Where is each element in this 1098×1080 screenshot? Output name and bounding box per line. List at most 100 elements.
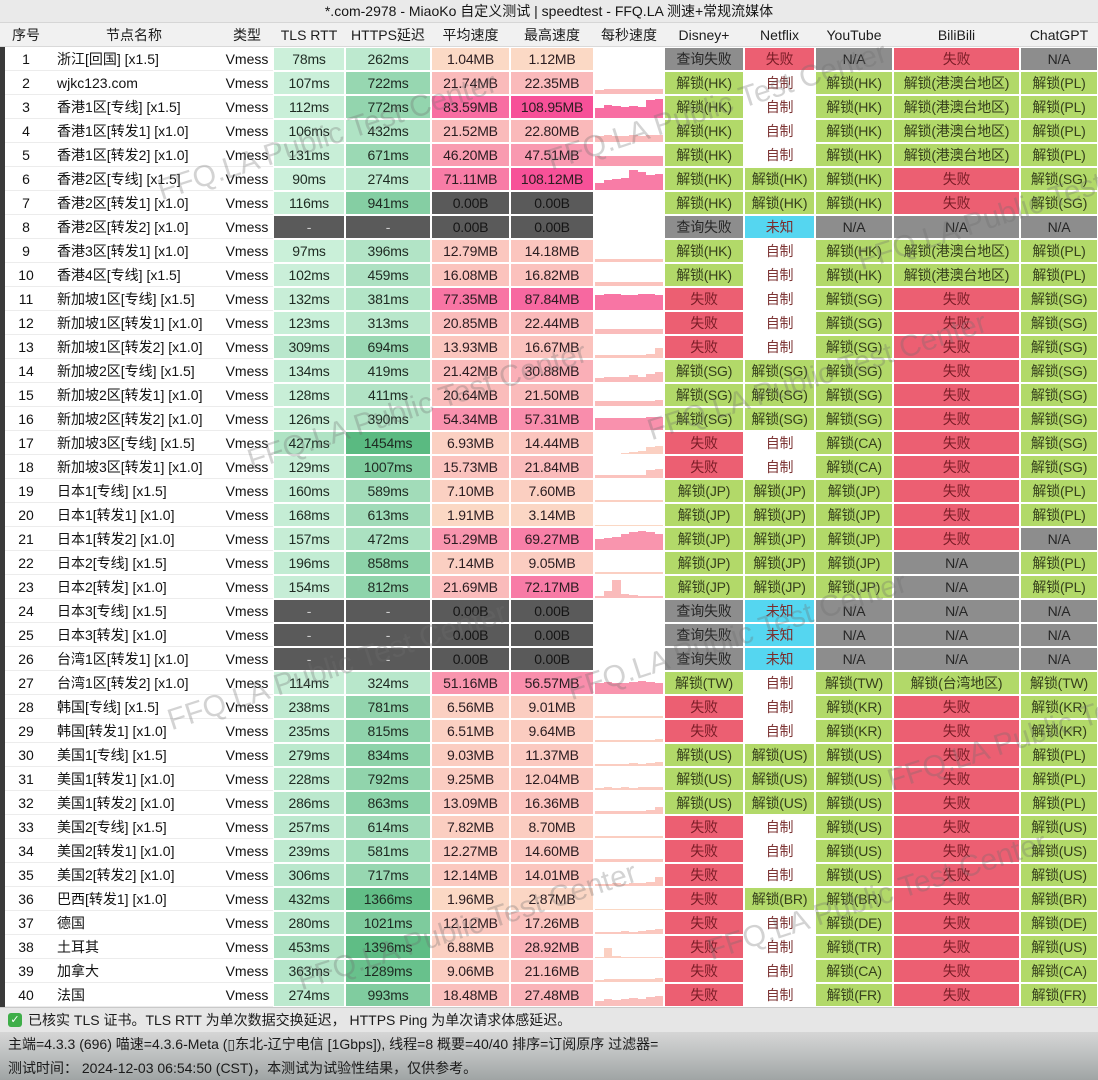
cell-youtube: 解锁(HK) (816, 264, 892, 286)
cell-youtube: 解锁(KR) (816, 720, 892, 742)
table-row: 32 美国1[转发2] [x1.0] Vmess 286ms 863ms 13.09MB 1… (5, 791, 1098, 815)
cell-type: Vmess (221, 239, 273, 263)
cell-netflix: 解锁(JP) (745, 528, 814, 550)
speed-graph (595, 144, 663, 166)
table-row: 31 美国1[转发1] [x1.0] Vmess 228ms 792ms 9.25MB 12… (5, 767, 1098, 791)
cell-max-speed: 9.05MB (511, 552, 593, 574)
cell-max-speed: 16.82MB (511, 264, 593, 286)
cell-netflix: 未知 (745, 624, 814, 646)
cell-index: 21 (5, 527, 47, 551)
cell-avg-speed: 1.04MB (432, 48, 509, 70)
cell-chatgpt: 解锁(SG) (1021, 336, 1097, 358)
cell-bilibili: 失败 (894, 864, 1019, 886)
cell-tls-rtt: 432ms (274, 888, 344, 910)
cell-disney: 解锁(JP) (665, 528, 743, 550)
table-row: 9 香港3区[转发1] [x1.0] Vmess 97ms 396ms 12.79MB 14… (5, 239, 1098, 263)
cell-tls-rtt: 286ms (274, 792, 344, 814)
cell-chatgpt: 解锁(SG) (1021, 360, 1097, 382)
cell-index: 14 (5, 359, 47, 383)
cell-avg-speed: 15.73MB (432, 456, 509, 478)
speed-graph (595, 120, 663, 142)
cell-avg-speed: 1.91MB (432, 504, 509, 526)
table-row: 28 韩国[专线] [x1.5] Vmess 238ms 781ms 6.56MB 9.01… (5, 695, 1098, 719)
cell-https-latency: 863ms (346, 792, 430, 814)
cell-type: Vmess (221, 863, 273, 887)
cell-netflix: 自制 (745, 672, 814, 694)
cell-node-name: 新加坡1区[专线] [x1.5] (47, 287, 221, 311)
cell-bilibili: 失败 (894, 48, 1019, 70)
cell-youtube: 解锁(US) (816, 864, 892, 886)
cell-index: 9 (5, 239, 47, 263)
cell-chatgpt: 解锁(CA) (1021, 960, 1097, 982)
cell-tls-rtt: 257ms (274, 816, 344, 838)
cell-chatgpt: 解锁(PL) (1021, 552, 1097, 574)
cell-tls-rtt: 235ms (274, 720, 344, 742)
cell-type: Vmess (221, 287, 273, 311)
cell-type: Vmess (221, 47, 273, 71)
cell-max-speed: 12.04MB (511, 768, 593, 790)
cell-chatgpt: 解锁(PL) (1021, 264, 1097, 286)
table-row: 14 新加坡2区[专线] [x1.5] Vmess 134ms 419ms 21.42MB… (5, 359, 1098, 383)
cell-index: 18 (5, 455, 47, 479)
cell-type: Vmess (221, 719, 273, 743)
cell-netflix: 解锁(HK) (745, 192, 814, 214)
cell-type: Vmess (221, 647, 273, 671)
cell-avg-speed: 9.25MB (432, 768, 509, 790)
cell-youtube: N/A (816, 624, 892, 646)
cell-tls-rtt: - (274, 216, 344, 238)
cell-index: 26 (5, 647, 47, 671)
cell-bilibili: 失败 (894, 888, 1019, 910)
cell-tls-rtt: 129ms (274, 456, 344, 478)
cell-chatgpt: 解锁(PL) (1021, 144, 1097, 166)
table-row: 38 土耳其 Vmess 453ms 1396ms 6.88MB 28.92MB 失败 自制 解锁… (5, 935, 1098, 959)
cell-index: 3 (5, 95, 47, 119)
cell-disney: 失败 (665, 456, 743, 478)
cell-bilibili: 失败 (894, 816, 1019, 838)
speed-graph (595, 312, 663, 334)
cell-index: 35 (5, 863, 47, 887)
cell-chatgpt: 解锁(PL) (1021, 480, 1097, 502)
cell-bilibili: N/A (894, 600, 1019, 622)
cell-chatgpt: 解锁(US) (1021, 936, 1097, 958)
cell-https-latency: 1021ms (346, 912, 430, 934)
cell-node-name: 日本2[转发] [x1.0] (47, 575, 221, 599)
cell-disney: 解锁(HK) (665, 192, 743, 214)
cell-disney: 失败 (665, 936, 743, 958)
cell-https-latency: 381ms (346, 288, 430, 310)
cell-max-speed: 22.35MB (511, 72, 593, 94)
table-row: 7 香港2区[转发1] [x1.0] Vmess 116ms 941ms 0.00B 0.0… (5, 191, 1098, 215)
cell-avg-speed: 0.00B (432, 600, 509, 622)
speed-graph (595, 648, 663, 670)
cell-disney: 解锁(HK) (665, 240, 743, 262)
cell-avg-speed: 83.59MB (432, 96, 509, 118)
cell-chatgpt: 解锁(TW) (1021, 672, 1097, 694)
cell-tls-rtt: 90ms (274, 168, 344, 190)
cell-chatgpt: N/A (1021, 48, 1097, 70)
cell-tls-rtt: 239ms (274, 840, 344, 862)
cell-bilibili: N/A (894, 216, 1019, 238)
cell-tls-rtt: 279ms (274, 744, 344, 766)
cell-disney: 失败 (665, 816, 743, 838)
cell-chatgpt: 解锁(FR) (1021, 984, 1097, 1006)
window-title: *.com-2978 - MiaoKo 自定义测试 | speedtest - … (0, 0, 1098, 23)
cell-node-name: 日本1[专线] [x1.5] (47, 479, 221, 503)
cell-chatgpt: N/A (1021, 600, 1097, 622)
cell-disney: 解锁(HK) (665, 144, 743, 166)
cell-https-latency: 858ms (346, 552, 430, 574)
cell-tls-rtt: 114ms (274, 672, 344, 694)
cell-https-latency: 274ms (346, 168, 430, 190)
cell-disney: 解锁(US) (665, 744, 743, 766)
cell-youtube: N/A (816, 600, 892, 622)
cell-index: 12 (5, 311, 47, 335)
cell-disney: 失败 (665, 696, 743, 718)
cell-max-speed: 14.18MB (511, 240, 593, 262)
cell-tls-rtt: 168ms (274, 504, 344, 526)
table-row: 11 新加坡1区[专线] [x1.5] Vmess 132ms 381ms 77.35MB… (5, 287, 1098, 311)
cell-tls-rtt: 132ms (274, 288, 344, 310)
cell-disney: 解锁(HK) (665, 168, 743, 190)
cell-max-speed: 21.50MB (511, 384, 593, 406)
cell-tls-rtt: 309ms (274, 336, 344, 358)
cell-bilibili: 解锁(港澳台地区) (894, 96, 1019, 118)
cell-bilibili: 解锁(港澳台地区) (894, 240, 1019, 262)
cell-index: 23 (5, 575, 47, 599)
